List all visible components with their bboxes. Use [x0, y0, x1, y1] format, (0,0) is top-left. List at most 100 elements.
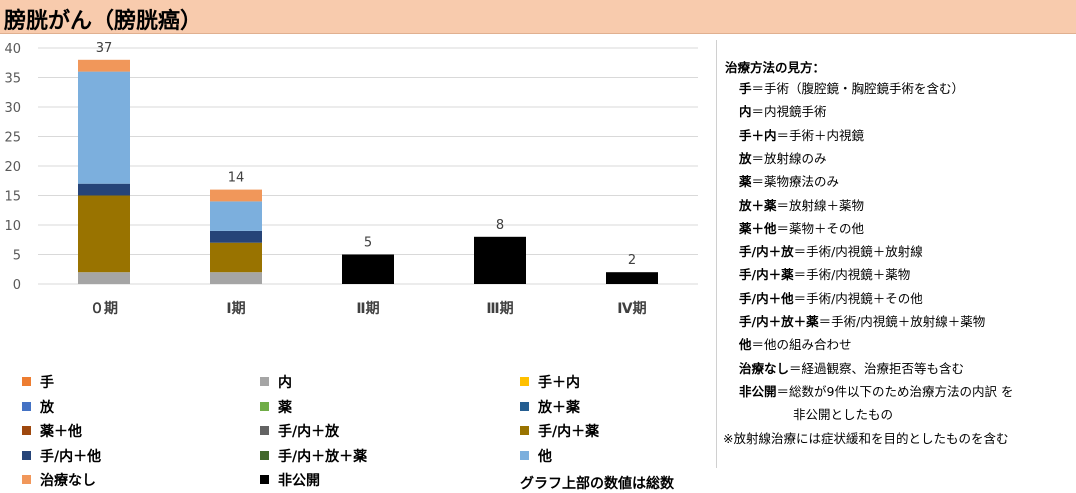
key-description: ＝手術＋内視鏡 [776, 127, 865, 143]
key-row: 薬＝薬物療法のみ [739, 171, 839, 190]
key-description: ＝手術/内視鏡＋放射線 [793, 244, 923, 260]
y-tick-label: 25 [4, 131, 21, 146]
key-description: ＝内視鏡手術 [751, 104, 827, 120]
legend-item: 非公開 [260, 472, 320, 490]
legend-swatch [260, 475, 269, 484]
chart-area: 0 5 10 15 20 25 30 35 40 37 ０期 14 Ⅰ期 5 Ⅱ期 8 Ⅲ期 2 Ⅳ期 手 内 手＋内放… [0, 34, 712, 492]
bar-segment [210, 230, 262, 243]
legend-swatch [22, 426, 31, 435]
key-description: ＝他の組み合わせ [751, 337, 852, 353]
x-tick-label: ０期 [90, 301, 118, 317]
legend-item: 手/内＋他 [22, 448, 101, 466]
legend-item: 手 [22, 374, 54, 392]
x-tick-label: Ⅰ期 [226, 301, 245, 317]
bar-segment [210, 201, 262, 231]
total-label: 5 [364, 236, 372, 251]
x-tick-label: Ⅲ期 [486, 301, 513, 317]
key-row: 手/内＋放＝手術/内視鏡＋放射線 [739, 241, 923, 260]
legend-swatch [22, 377, 31, 386]
key-description: ＝総数が9件以下のため治療方法の内訳 を [776, 383, 1014, 399]
bar-segment [210, 242, 262, 273]
legend-item: 放 [22, 399, 54, 417]
bar-segment [342, 254, 394, 284]
key-row: 非公開＝総数が9件以下のため治療方法の内訳 を [739, 381, 1013, 400]
legend-label: 手＋内 [538, 375, 580, 391]
legend-label: 薬＋他 [40, 424, 82, 440]
legend-item: 手＋内 [520, 374, 580, 392]
legend-label: 薬 [278, 399, 292, 416]
y-tick-label: 0 [13, 278, 21, 293]
legend-label: 他 [538, 448, 552, 465]
legend-label: 手/内＋放 [278, 424, 340, 440]
legend-item: 手/内＋放 [260, 423, 339, 441]
key-row: 治療なし＝経過観察、治療拒否等も含む [739, 358, 964, 377]
y-tick-label: 10 [4, 219, 21, 234]
legend-swatch [520, 377, 529, 386]
bar-segment [210, 272, 262, 284]
key-term: 手＋内 [739, 127, 777, 143]
key-description: ＝薬物＋その他 [776, 220, 865, 236]
legend-item: 薬＋他 [22, 423, 82, 441]
y-tick-label: 5 [13, 249, 21, 264]
legend-note: グラフ上部の数値は総数 [520, 476, 674, 492]
legend-label: 放 [40, 399, 54, 416]
key-description: ＝放射線のみ [751, 150, 827, 166]
key-row: 放＝放射線のみ [739, 148, 827, 167]
legend-swatch [260, 426, 269, 435]
key-description: ＝手術/内視鏡＋薬物 [793, 267, 911, 283]
x-tick-label: Ⅳ期 [617, 301, 646, 317]
legend-item: 内 [260, 374, 292, 392]
key-term: 非公開 [739, 383, 777, 399]
legend-swatch [520, 401, 529, 411]
bar-segment [210, 189, 262, 202]
key-term: 手/内＋薬 [739, 267, 794, 283]
total-label: 14 [228, 171, 245, 186]
key-term: 薬 [739, 174, 752, 190]
legend-label: 手/内＋薬 [538, 424, 600, 440]
total-label: 8 [496, 218, 504, 233]
bar-segment [78, 59, 130, 72]
key-term: 手/内＋放＋薬 [739, 314, 819, 329]
key-term: 他 [739, 337, 752, 353]
legend-swatch [22, 475, 31, 484]
panel-title: 治療方法の見方： [725, 60, 826, 75]
key-term: 放＋薬 [739, 197, 777, 213]
key-term: 手 [739, 81, 752, 96]
legend-swatch [260, 401, 269, 411]
x-tick-label: Ⅱ期 [356, 301, 379, 317]
key-row: 手/内＋放＋薬＝手術/内視鏡＋放射線＋薬物 [739, 311, 985, 330]
bar-segment [474, 236, 526, 284]
legend-label: 内 [278, 375, 292, 391]
legend-item: 治療なし [22, 472, 96, 490]
legend-label: 手 [40, 375, 54, 391]
key-row: 手＋内＝手術＋内視鏡 [739, 125, 864, 144]
bar-segment [78, 183, 130, 196]
y-tick-label: 30 [4, 101, 21, 116]
y-tick-label: 15 [4, 190, 21, 205]
legend-item: 薬 [260, 399, 292, 417]
key-term: 内 [739, 104, 752, 120]
legend-item: 他 [520, 448, 552, 466]
y-tick-label: 40 [4, 42, 21, 57]
key-row: 手＝手術（腹腔鏡・胸腔鏡手術を含む） [739, 78, 964, 97]
legend-item: 手/内＋放＋薬 [260, 448, 367, 466]
key-row: 手/内＋薬＝手術/内視鏡＋薬物 [739, 264, 910, 283]
y-tick-label: 35 [4, 72, 21, 87]
page-title: 膀胱がん（膀胱癌） [4, 9, 203, 34]
key-row: 手/内＋他＝手術/内視鏡＋その他 [739, 288, 923, 307]
title-bar: 膀胱がん（膀胱癌） [0, 0, 1076, 34]
bar-segment [606, 272, 658, 284]
y-tick-label: 20 [4, 160, 21, 175]
legend-label: 手/内＋他 [40, 448, 102, 465]
bar-segment [78, 195, 130, 273]
legend-item: 放＋薬 [520, 399, 580, 417]
legend-swatch [260, 377, 269, 386]
key-description: ＝経過観察、治療拒否等も含む [789, 360, 965, 376]
key-continuation: 非公開としたもの [793, 407, 894, 423]
total-label: 2 [628, 253, 636, 268]
legend-label: 非公開 [278, 473, 320, 489]
key-description: ＝放射線＋薬物 [776, 197, 865, 213]
treatment-key-panel: 治療方法の見方： 手＝手術（腹腔鏡・胸腔鏡手術を含む） 内＝内視鏡手術 手＋内＝手術… [716, 40, 1073, 468]
total-label: 37 [96, 41, 113, 56]
key-term: 放 [739, 150, 752, 166]
